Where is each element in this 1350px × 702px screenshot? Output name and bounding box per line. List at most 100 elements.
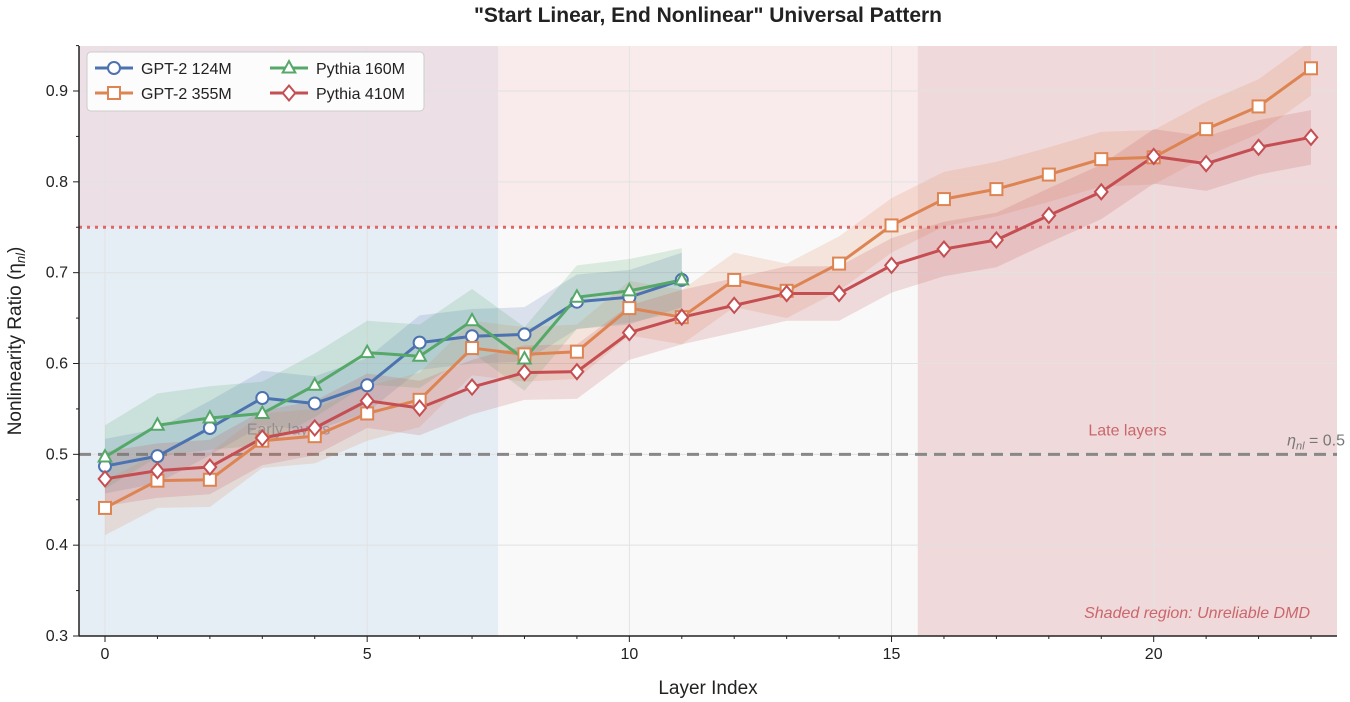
gpt2_355m-point [884, 218, 899, 233]
gpt2_124m-band [105, 252, 682, 494]
chart-title: "Start Linear, End Nonlinear" Universal … [474, 4, 942, 27]
x-axis-label: Layer Index [658, 678, 758, 699]
pythia_410m-point [936, 239, 952, 259]
gpt2_124m-point [412, 335, 427, 350]
pythia_160m-line [104, 278, 683, 459]
gpt2_355m-line [104, 67, 1312, 510]
gpt2_124m-point [465, 329, 480, 344]
pythia_160m-point [621, 281, 638, 297]
pythia_410m-point [1303, 128, 1319, 147]
baseline-label-sub: nl [1296, 440, 1305, 452]
pythia_160m-point [673, 270, 690, 286]
pythia_160m-point [254, 404, 271, 419]
gpt2_355m-point [1199, 122, 1214, 137]
gpt2_355m-point [832, 256, 847, 271]
pythia_160m-point [516, 349, 533, 365]
pythia_410m-point [726, 296, 742, 315]
gpt2_124m-point [150, 449, 165, 464]
pythia_410m-point [674, 308, 690, 327]
pythia_410m-point [149, 461, 166, 480]
y-tick-label: 0.7 [46, 265, 68, 282]
gpt2_355m-band [105, 46, 1311, 536]
pythia_410m-point [1250, 138, 1267, 157]
legend-box [86, 51, 425, 112]
legend-label: GPT-2 124M [141, 61, 232, 78]
pythia_160m-point [97, 448, 113, 463]
gpt2_124m-point [360, 378, 375, 393]
pythia_410m-point [412, 398, 428, 418]
pythia_410m-point [1146, 147, 1162, 166]
pythia_410m-point [359, 391, 375, 410]
pythia_410m-point [831, 284, 847, 303]
baseline-label-value: = 0.5 [1305, 432, 1346, 449]
y-tick-label: 0.5 [46, 446, 68, 463]
y-tick-label: 0.6 [46, 356, 68, 373]
gpt2_124m-point [517, 327, 532, 342]
pythia_410m-point [1093, 182, 1109, 201]
legend: GPT-2 124M GPT-2 355M Pythia 160M Pythia 41… [86, 51, 425, 112]
pythia_160m-point [306, 376, 323, 391]
pythia_160m-band [105, 248, 682, 489]
pythia_410m-point [464, 378, 480, 397]
legend-label: Pythia 410M [316, 86, 405, 103]
baseline-label-eta: η [1287, 432, 1296, 449]
gpt2_355m-point [98, 500, 112, 515]
pythia_410m-point [1198, 154, 1214, 173]
legend-label: Pythia 160M [316, 61, 405, 78]
y-tick-label: 0.8 [46, 174, 68, 191]
pythia_160m-point [568, 288, 585, 303]
shaded-regions [79, 46, 1337, 636]
pythia_410m-line [104, 135, 1312, 481]
pythia_410m-point [883, 256, 900, 275]
pythia_410m-point [516, 363, 533, 382]
pythia_410m-point [1041, 206, 1057, 225]
pythia_410m-point [202, 457, 218, 477]
pythia_160m-point [411, 347, 428, 362]
y-tick-label: 0.9 [46, 83, 68, 100]
x-tick-label: 5 [363, 646, 372, 663]
x-tick-label: 10 [620, 646, 638, 663]
legend-marker [281, 83, 297, 103]
pythia_410m-point [97, 469, 113, 488]
gpt2_355m-point [1094, 152, 1109, 167]
x-tick-label: 20 [1145, 646, 1163, 663]
y-axis-ticks: 0.3 0.4 0.5 0.6 0.7 0.8 0.9 [46, 45, 79, 645]
y-axis-label: Nonlinearity Ratio (ηnl) [5, 247, 28, 436]
legend-label: GPT-2 355M [141, 86, 232, 103]
gpt2_355m-point [622, 301, 637, 316]
pythia_160m-point [464, 311, 481, 327]
gpt2_124m-point [307, 396, 322, 411]
gpt2_355m-point [1251, 99, 1266, 114]
gpt2_355m-point [465, 341, 480, 356]
pythia_410m-point [988, 230, 1004, 250]
series-markers [97, 61, 1319, 515]
pythia_160m-point [149, 416, 166, 431]
unreliable-dmd-note: Shaded region: Unreliable DMD [1084, 605, 1310, 622]
y-tick-label: 0.4 [46, 537, 68, 554]
series-lines [104, 67, 1312, 510]
gpt2_124m-line [104, 278, 683, 468]
late-layers-label: Late layers [1088, 422, 1166, 439]
legend-marker [281, 59, 297, 74]
gpt2_355m-point [727, 272, 742, 287]
pythia_160m-point [201, 409, 218, 424]
x-tick-label: 0 [101, 646, 110, 663]
baseline-label: ηnl = 0.5 [1287, 432, 1345, 452]
gpt2_124m-point [202, 420, 217, 435]
pythia_410m-point [254, 428, 270, 448]
gpt2_355m-point [1041, 167, 1056, 182]
gpt2_355m-point [936, 192, 951, 207]
legend-marker [107, 86, 121, 100]
y-tick-label: 0.3 [46, 628, 68, 645]
x-axis-ticks: 0 5 10 15 20 [101, 636, 1312, 663]
middle-region [498, 227, 918, 636]
middle-unreliable-region [498, 46, 918, 228]
gpt2_355m-point [569, 344, 584, 359]
pythia_410m-point [621, 323, 637, 342]
pythia_160m-point [359, 343, 376, 359]
pythia_410m-point [307, 418, 323, 438]
reference-lines [79, 225, 1337, 456]
x-tick-label: 15 [883, 646, 901, 663]
gpt2_124m-point [255, 391, 270, 406]
